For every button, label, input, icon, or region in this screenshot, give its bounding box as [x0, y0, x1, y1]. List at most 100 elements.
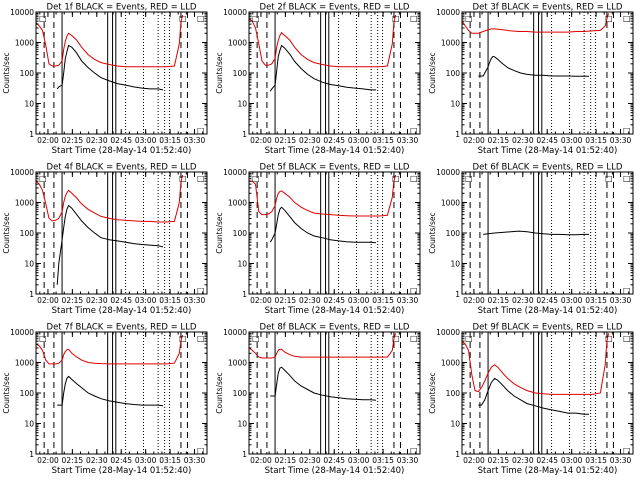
- corner-marker: □: [39, 174, 47, 183]
- x-tick-label: 02:00: [463, 296, 485, 305]
- corner-marker: □: [605, 334, 613, 343]
- y-tick-label: 1000: [15, 39, 34, 48]
- series-events-line: [270, 366, 377, 401]
- corner-marker: □: [392, 14, 400, 23]
- series-events-line: [483, 230, 589, 236]
- x-tick-label: 02:15: [62, 296, 84, 305]
- x-tick-label: 02:30: [299, 136, 321, 145]
- corner-marker: □: [39, 14, 47, 23]
- x-tick-label: 03:30: [610, 296, 632, 305]
- x-axis-label: Start Time (28-May-14 01:52:40): [52, 306, 192, 316]
- x-tick-label: 03:00: [348, 296, 370, 305]
- x-tick-label: 02:00: [463, 136, 485, 145]
- corner-marker: □: [605, 174, 613, 183]
- x-tick-label: 02:45: [323, 136, 345, 145]
- x-tick-label: 03:00: [135, 296, 157, 305]
- y-tick-label: 100: [446, 229, 461, 238]
- x-tick-label: 03:15: [372, 456, 394, 465]
- x-tick-label: 03:15: [159, 136, 181, 145]
- corner-marker: □: [410, 14, 418, 23]
- y-tick-label: 10000: [436, 8, 460, 17]
- corner-marker: □: [252, 14, 260, 23]
- x-tick-label: 02:00: [250, 296, 272, 305]
- corner-marker: □: [392, 334, 400, 343]
- corner-marker: □: [252, 334, 260, 343]
- y-tick-label: 1: [29, 450, 34, 459]
- y-axis-label: Counts/sec: [2, 372, 11, 413]
- y-axis-label: Counts/sec: [428, 212, 437, 253]
- y-tick-label: 10: [24, 260, 34, 269]
- y-tick-label: 10000: [223, 8, 247, 17]
- x-tick-label: 02:45: [536, 136, 558, 145]
- x-axis-label: Start Time (28-May-14 01:52:40): [52, 466, 192, 476]
- corner-marker: □: [605, 14, 613, 23]
- corner-marker: □: [465, 334, 473, 343]
- y-tick-label: 1000: [228, 359, 247, 368]
- y-tick-label: 1000: [15, 199, 34, 208]
- corner-marker: □: [410, 334, 418, 343]
- x-tick-label: 03:00: [561, 296, 583, 305]
- y-tick-label: 1000: [15, 359, 34, 368]
- corner-marker: □: [179, 14, 187, 23]
- panel-det-1: Det 1f BLACK = Events, RED = LLD 1 10 100 10…: [2, 3, 208, 156]
- x-tick-label: 03:30: [610, 456, 632, 465]
- panel-det-4: Det 4f BLACK = Events, RED = LLD 1 10 100 10…: [2, 163, 208, 316]
- series-events-line: [57, 375, 164, 407]
- x-axis-label: Start Time (28-May-14 01:52:40): [52, 146, 192, 156]
- y-tick-label: 1: [455, 130, 460, 139]
- panel-det-6: Det 6f BLACK = Events, RED = LLD 1 10 100 10…: [428, 163, 634, 316]
- panel-det-3: Det 3f BLACK = Events, RED = LLD 1 10 100 10…: [428, 3, 634, 156]
- corner-marker: □: [623, 286, 631, 295]
- series-lld-line: [248, 333, 397, 359]
- x-tick-label: 03:30: [397, 456, 419, 465]
- x-tick-label: 03:30: [184, 296, 206, 305]
- x-tick-label: 02:15: [488, 456, 510, 465]
- corner-marker: □: [392, 174, 400, 183]
- x-tick-label: 03:00: [348, 136, 370, 145]
- x-tick-label: 02:45: [110, 296, 132, 305]
- x-tick-label: 03:15: [585, 296, 607, 305]
- x-tick-label: 02:30: [86, 296, 108, 305]
- x-tick-label: 03:30: [184, 456, 206, 465]
- x-axis-label: Start Time (28-May-14 01:52:40): [265, 466, 405, 476]
- x-tick-label: 03:30: [397, 296, 419, 305]
- panel-title: Det 8f BLACK = Events, RED = LLD: [260, 323, 410, 333]
- corner-marker: □: [197, 174, 205, 183]
- x-tick-label: 02:30: [299, 296, 321, 305]
- x-tick-label: 03:00: [135, 456, 157, 465]
- corner-marker: □: [410, 286, 418, 295]
- x-tick-label: 02:15: [275, 136, 297, 145]
- series-events-line: [56, 204, 164, 285]
- panel-title: Det 1f BLACK = Events, RED = LLD: [47, 3, 197, 13]
- panel-det-7: Det 7f BLACK = Events, RED = LLD 1 10 100 10…: [2, 323, 208, 476]
- corner-marker: □: [623, 14, 631, 23]
- corner-marker: □: [197, 446, 205, 455]
- y-tick-label: 10: [24, 100, 34, 109]
- y-tick-label: 100: [233, 389, 248, 398]
- y-axis-label: Counts/sec: [2, 212, 11, 253]
- y-axis-label: Counts/sec: [215, 212, 224, 253]
- panel-title: Det 3f BLACK = Events, RED = LLD: [473, 3, 623, 13]
- x-axis-label: Start Time (28-May-14 01:52:40): [478, 146, 618, 156]
- x-tick-label: 03:00: [561, 136, 583, 145]
- y-tick-label: 1: [242, 130, 247, 139]
- x-tick-label: 02:45: [110, 136, 132, 145]
- x-tick-label: 02:45: [536, 296, 558, 305]
- corner-marker: □: [410, 126, 418, 135]
- corner-marker: □: [410, 174, 418, 183]
- y-tick-label: 10: [237, 260, 247, 269]
- y-tick-label: 10: [450, 260, 460, 269]
- corner-marker: □: [179, 174, 187, 183]
- x-tick-label: 02:30: [299, 456, 321, 465]
- y-tick-label: 10000: [10, 168, 34, 177]
- panel-det-5: Det 5f BLACK = Events, RED = LLD 1 10 100 10…: [215, 163, 421, 316]
- series-lld-line: [35, 174, 184, 223]
- y-tick-label: 1: [455, 290, 460, 299]
- panel-title: Det 6f BLACK = Events, RED = LLD: [473, 163, 623, 173]
- y-tick-label: 100: [20, 229, 35, 238]
- y-tick-label: 1: [29, 130, 34, 139]
- corner-marker: □: [465, 174, 473, 183]
- panel-title: Det 2f BLACK = Events, RED = LLD: [260, 3, 410, 13]
- x-tick-label: 03:00: [135, 136, 157, 145]
- x-tick-label: 03:30: [184, 136, 206, 145]
